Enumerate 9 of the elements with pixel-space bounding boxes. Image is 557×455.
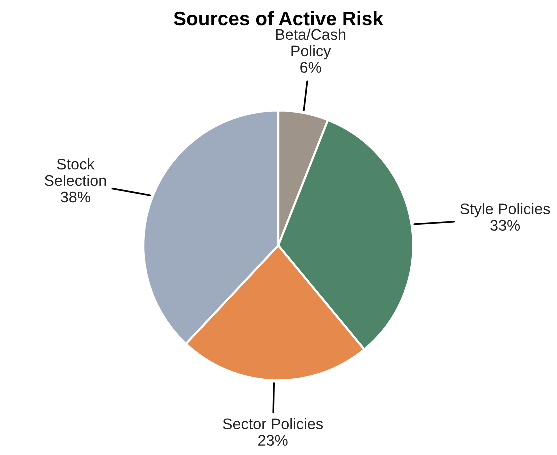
data-label: 23% bbox=[258, 435, 288, 446]
slice-label: Sector Policies bbox=[223, 418, 324, 430]
slice-label: Beta/Cash Policy bbox=[276, 28, 346, 60]
slice-label: Style Policies bbox=[460, 203, 550, 218]
chart-title: Sources of Active Risk bbox=[174, 11, 384, 26]
data-label: 38% bbox=[60, 192, 90, 203]
data-label: 33% bbox=[490, 220, 520, 232]
data-label: 6% bbox=[300, 62, 322, 74]
slice-label: Stock Selection bbox=[44, 158, 106, 186]
